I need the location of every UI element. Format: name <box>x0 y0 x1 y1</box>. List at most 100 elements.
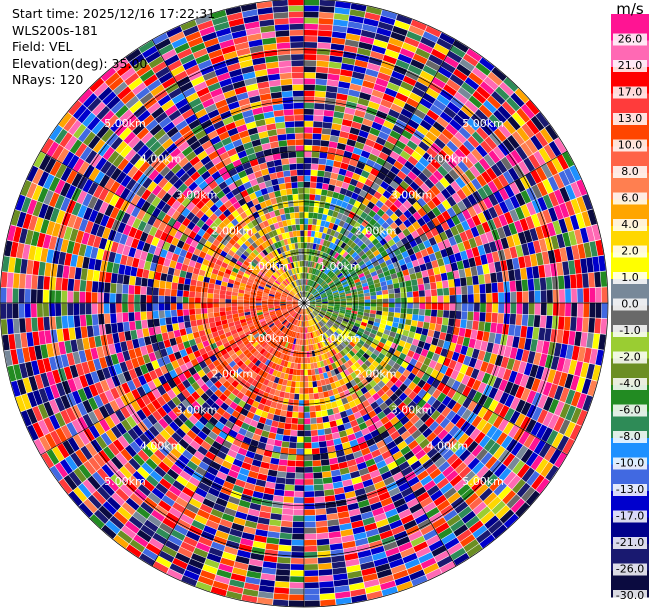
velocity-gate <box>130 266 138 277</box>
velocity-gate <box>269 519 282 527</box>
velocity-gate <box>466 544 483 558</box>
velocity-gate <box>315 306 322 309</box>
velocity-gate <box>388 288 395 294</box>
velocity-gate <box>456 335 465 345</box>
velocity-gate <box>559 187 571 203</box>
velocity-gate <box>318 367 323 374</box>
velocity-gate <box>314 496 325 503</box>
velocity-gate <box>397 365 406 374</box>
velocity-gate <box>414 361 423 370</box>
velocity-gate <box>564 316 571 331</box>
velocity-gate <box>262 455 272 464</box>
velocity-gate <box>337 359 344 366</box>
velocity-gate <box>483 243 492 254</box>
velocity-gate <box>389 222 398 231</box>
velocity-gate <box>402 228 411 237</box>
velocity-gate <box>207 303 213 309</box>
velocity-gate <box>350 234 358 242</box>
velocity-gate <box>278 544 292 552</box>
velocity-gate <box>564 168 576 184</box>
velocity-gate <box>413 297 419 303</box>
velocity-gate <box>332 407 340 415</box>
velocity-gate <box>442 340 451 350</box>
velocity-gate <box>462 53 479 67</box>
velocity-gate <box>279 453 289 460</box>
velocity-gate <box>352 305 359 309</box>
velocity-gate <box>460 250 468 261</box>
velocity-gate <box>304 388 309 394</box>
velocity-gate <box>398 204 408 214</box>
velocity-gate <box>346 564 361 573</box>
velocity-gate <box>261 567 276 575</box>
velocity-gate <box>349 178 358 187</box>
velocity-gate <box>454 252 462 262</box>
velocity-gate <box>289 588 304 595</box>
velocity-gate <box>333 438 342 446</box>
velocity-gate <box>334 303 340 305</box>
velocity-gate <box>304 224 308 231</box>
velocity-gate <box>330 549 344 557</box>
velocity-gate <box>310 423 318 430</box>
velocity-gate <box>403 145 415 156</box>
velocity-gate <box>365 375 373 383</box>
velocity-gate <box>289 442 297 449</box>
velocity-gate <box>314 194 321 201</box>
velocity-gate <box>571 303 578 317</box>
velocity-gate <box>330 49 344 57</box>
velocity-gate <box>406 31 422 42</box>
velocity-gate <box>446 377 456 388</box>
velocity-gate <box>344 262 351 269</box>
velocity-gate <box>425 568 442 580</box>
velocity-gate <box>290 362 295 369</box>
velocity-gate <box>313 291 318 296</box>
velocity-gate <box>341 119 353 127</box>
velocity-gate <box>326 290 332 295</box>
velocity-gate <box>314 97 326 104</box>
velocity-gate <box>470 368 480 380</box>
velocity-gate <box>367 464 378 473</box>
velocity-gate <box>349 242 357 249</box>
velocity-gate <box>291 545 304 552</box>
velocity-gate <box>385 226 394 234</box>
velocity-gate <box>473 311 480 321</box>
velocity-gate <box>321 259 326 265</box>
velocity-gate <box>361 227 369 236</box>
velocity-gate <box>357 499 370 508</box>
velocity-gate <box>485 456 498 470</box>
velocity-gate <box>274 408 282 416</box>
velocity-gate <box>344 39 359 48</box>
velocity-gate <box>319 279 324 285</box>
velocity-gate <box>466 377 476 388</box>
velocity-gate <box>315 514 327 522</box>
velocity-gate <box>292 527 304 534</box>
velocity-gate <box>389 76 403 87</box>
velocity-gate <box>506 335 514 347</box>
velocity-gate <box>586 257 594 273</box>
velocity-gate <box>457 87 472 100</box>
velocity-gate <box>405 410 416 420</box>
velocity-gate <box>376 303 383 307</box>
velocity-gate <box>377 380 386 389</box>
velocity-gate <box>294 393 300 400</box>
velocity-gate <box>270 401 278 409</box>
velocity-gate <box>407 195 417 206</box>
velocity-gate <box>365 339 372 346</box>
velocity-gate <box>383 435 394 445</box>
velocity-gate <box>401 406 412 416</box>
velocity-gate <box>360 29 376 39</box>
velocity-gate <box>241 594 258 603</box>
velocity-gate <box>413 176 424 187</box>
velocity-gate <box>294 326 298 332</box>
velocity-gate <box>304 96 315 103</box>
velocity-gate <box>433 170 444 181</box>
velocity-gate <box>364 306 371 310</box>
velocity-gate <box>219 307 226 312</box>
velocity-gate <box>459 173 471 185</box>
velocity-gate <box>304 218 309 225</box>
velocity-gate <box>515 445 528 460</box>
velocity-gate <box>338 168 347 176</box>
velocity-gate <box>375 356 383 364</box>
velocity-gate <box>471 444 484 457</box>
velocity-gate <box>433 473 446 485</box>
velocity-gate <box>426 406 436 417</box>
